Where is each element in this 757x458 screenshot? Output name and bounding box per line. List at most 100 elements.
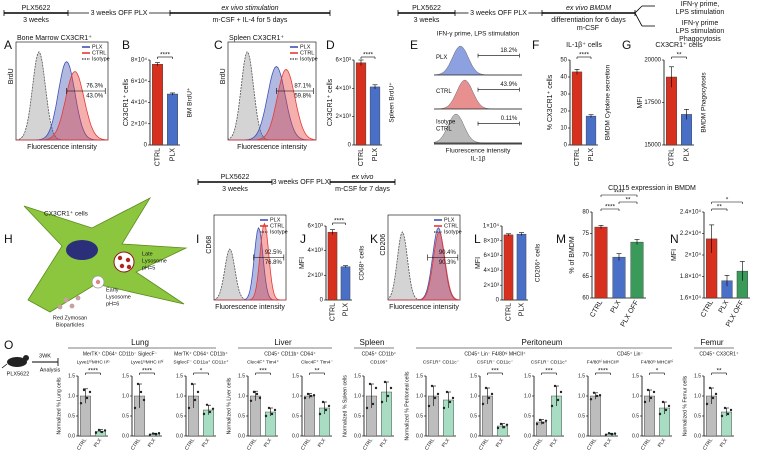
y-tick-label: 1.0: [238, 393, 245, 399]
timeline-text: ex vivo: [352, 174, 374, 181]
significance: ****: [88, 368, 99, 375]
panel-label: F: [532, 38, 539, 52]
particle: [95, 279, 101, 285]
y-tick-label: 0.5: [632, 413, 639, 419]
lysosome-label: Lysosome: [142, 258, 167, 264]
y-axis-label: Normalized % Peritoneal cells: [404, 371, 410, 440]
data-point: [598, 394, 602, 397]
data-point: [383, 380, 387, 384]
y-tick-label: 1.8×10⁴: [680, 273, 702, 280]
timeline-text: Phagocytosis: [679, 36, 721, 43]
significance: **: [676, 52, 682, 59]
population-label: F4/80ˡᵒ MHCIIʰⁱ: [641, 358, 674, 365]
y-tick-label: 0.5: [578, 413, 585, 419]
significance: **: [717, 204, 723, 211]
legend-label: CTRL: [92, 50, 106, 56]
y-axis-label: BrdU: [8, 68, 15, 84]
y-axis-label: MFI: [299, 257, 306, 269]
legend-label: CTRL: [444, 223, 458, 229]
panel-label: B: [122, 38, 130, 52]
chart-title: IFN-γ prime, LPS stimulation: [437, 31, 520, 38]
y-tick-label: 0.5: [354, 413, 361, 419]
data-point: [202, 412, 206, 416]
x-tick-label: PLX: [93, 437, 104, 449]
y-tick-label: 0: [144, 143, 148, 149]
data-point: [436, 392, 440, 396]
x-tick-label: PLX: [588, 148, 595, 162]
cell-label: CX3CR1⁺ cells: [44, 211, 89, 218]
population-label: Clec4F⁺ Tim4⁻: [301, 359, 333, 365]
significance: **: [314, 368, 320, 375]
y-tick-label: 2×10³: [483, 283, 499, 289]
data-point: [190, 382, 194, 386]
data-point: [433, 396, 437, 400]
timeline-text: PLX5622: [412, 5, 441, 12]
data-point: [136, 382, 140, 386]
particle-label: Red Zymosan: [53, 315, 87, 321]
x-tick-label: PLX: [372, 148, 379, 162]
y-tick-label: 15000: [644, 143, 661, 149]
y-tick-label: 2×10⁴: [685, 252, 702, 259]
data-point: [499, 422, 503, 426]
particle-label: Bioparticles: [56, 322, 85, 328]
timeline-text: 3 weeks OFF PLX: [91, 10, 148, 17]
y-tick-label: 40: [560, 75, 567, 81]
y-tick-label: 0.0: [524, 433, 531, 439]
y-tick-label: 6×10³: [483, 253, 499, 259]
data-point: [151, 432, 155, 435]
x-tick-label: PLX: [719, 437, 730, 449]
data-point: [306, 392, 310, 396]
y-tick-label: 6×10⁴: [131, 78, 148, 85]
data-point: [607, 432, 611, 435]
panel-label: I: [196, 232, 199, 246]
data-point: [205, 403, 209, 406]
data-point: [535, 422, 539, 426]
data-point: [484, 386, 488, 390]
side-label: BM BrdU⁺: [187, 87, 194, 117]
mouse-tail: [1, 363, 8, 369]
y-tick-label: 2×10³: [307, 273, 323, 279]
data-point: [661, 400, 665, 404]
data-point: [193, 398, 197, 402]
significance: **: [625, 197, 631, 204]
timeline-text: m-CSF for 7 days: [335, 186, 390, 193]
data-point: [79, 402, 83, 405]
timeline-text: differentiation for 6 days: [551, 17, 626, 24]
y-tick-label: 1.0: [354, 393, 361, 399]
y-tick-label: 1.5: [578, 373, 585, 379]
bar: [167, 93, 178, 146]
data-point: [386, 394, 390, 398]
data-point: [380, 400, 384, 404]
y-tick-label: 0.0: [68, 433, 75, 439]
data-point: [496, 426, 500, 430]
significance: ****: [605, 204, 616, 211]
y-tick-label: 6×10³: [335, 58, 351, 64]
gate-label: 43.0%: [86, 94, 104, 100]
y-axis-label: CX3CR1⁺ cells: [327, 78, 334, 126]
data-point: [505, 423, 509, 426]
histogram-curve: [214, 222, 286, 301]
data-point: [723, 406, 727, 410]
data-point: [318, 412, 322, 416]
lysosome-label: pH=6: [106, 301, 119, 307]
row-label: CTRL: [436, 89, 452, 95]
data-point: [327, 404, 331, 408]
y-tick-label: 4×10³: [335, 86, 351, 92]
x-axis-label: Fluorescence intensity: [27, 144, 97, 151]
y-tick-label: 1.0: [470, 393, 477, 399]
data-point: [368, 382, 372, 386]
data-point: [85, 396, 89, 400]
lysosome-label: Lysosome: [106, 294, 131, 300]
nucleus: [66, 240, 98, 260]
y-tick-label: 0.5: [238, 413, 245, 419]
panel-label: G: [622, 38, 631, 52]
panel-label: M: [556, 232, 566, 246]
gate-label: 90.4%: [439, 250, 457, 256]
population-label: Lyve1ˡᵒMHC IIʰⁱ: [131, 358, 164, 365]
data-point: [448, 400, 452, 404]
data-point: [664, 408, 668, 412]
data-point: [589, 398, 593, 401]
panel-label: O: [4, 338, 13, 352]
legend-label: Isotype: [444, 229, 462, 235]
data-point: [604, 433, 608, 436]
